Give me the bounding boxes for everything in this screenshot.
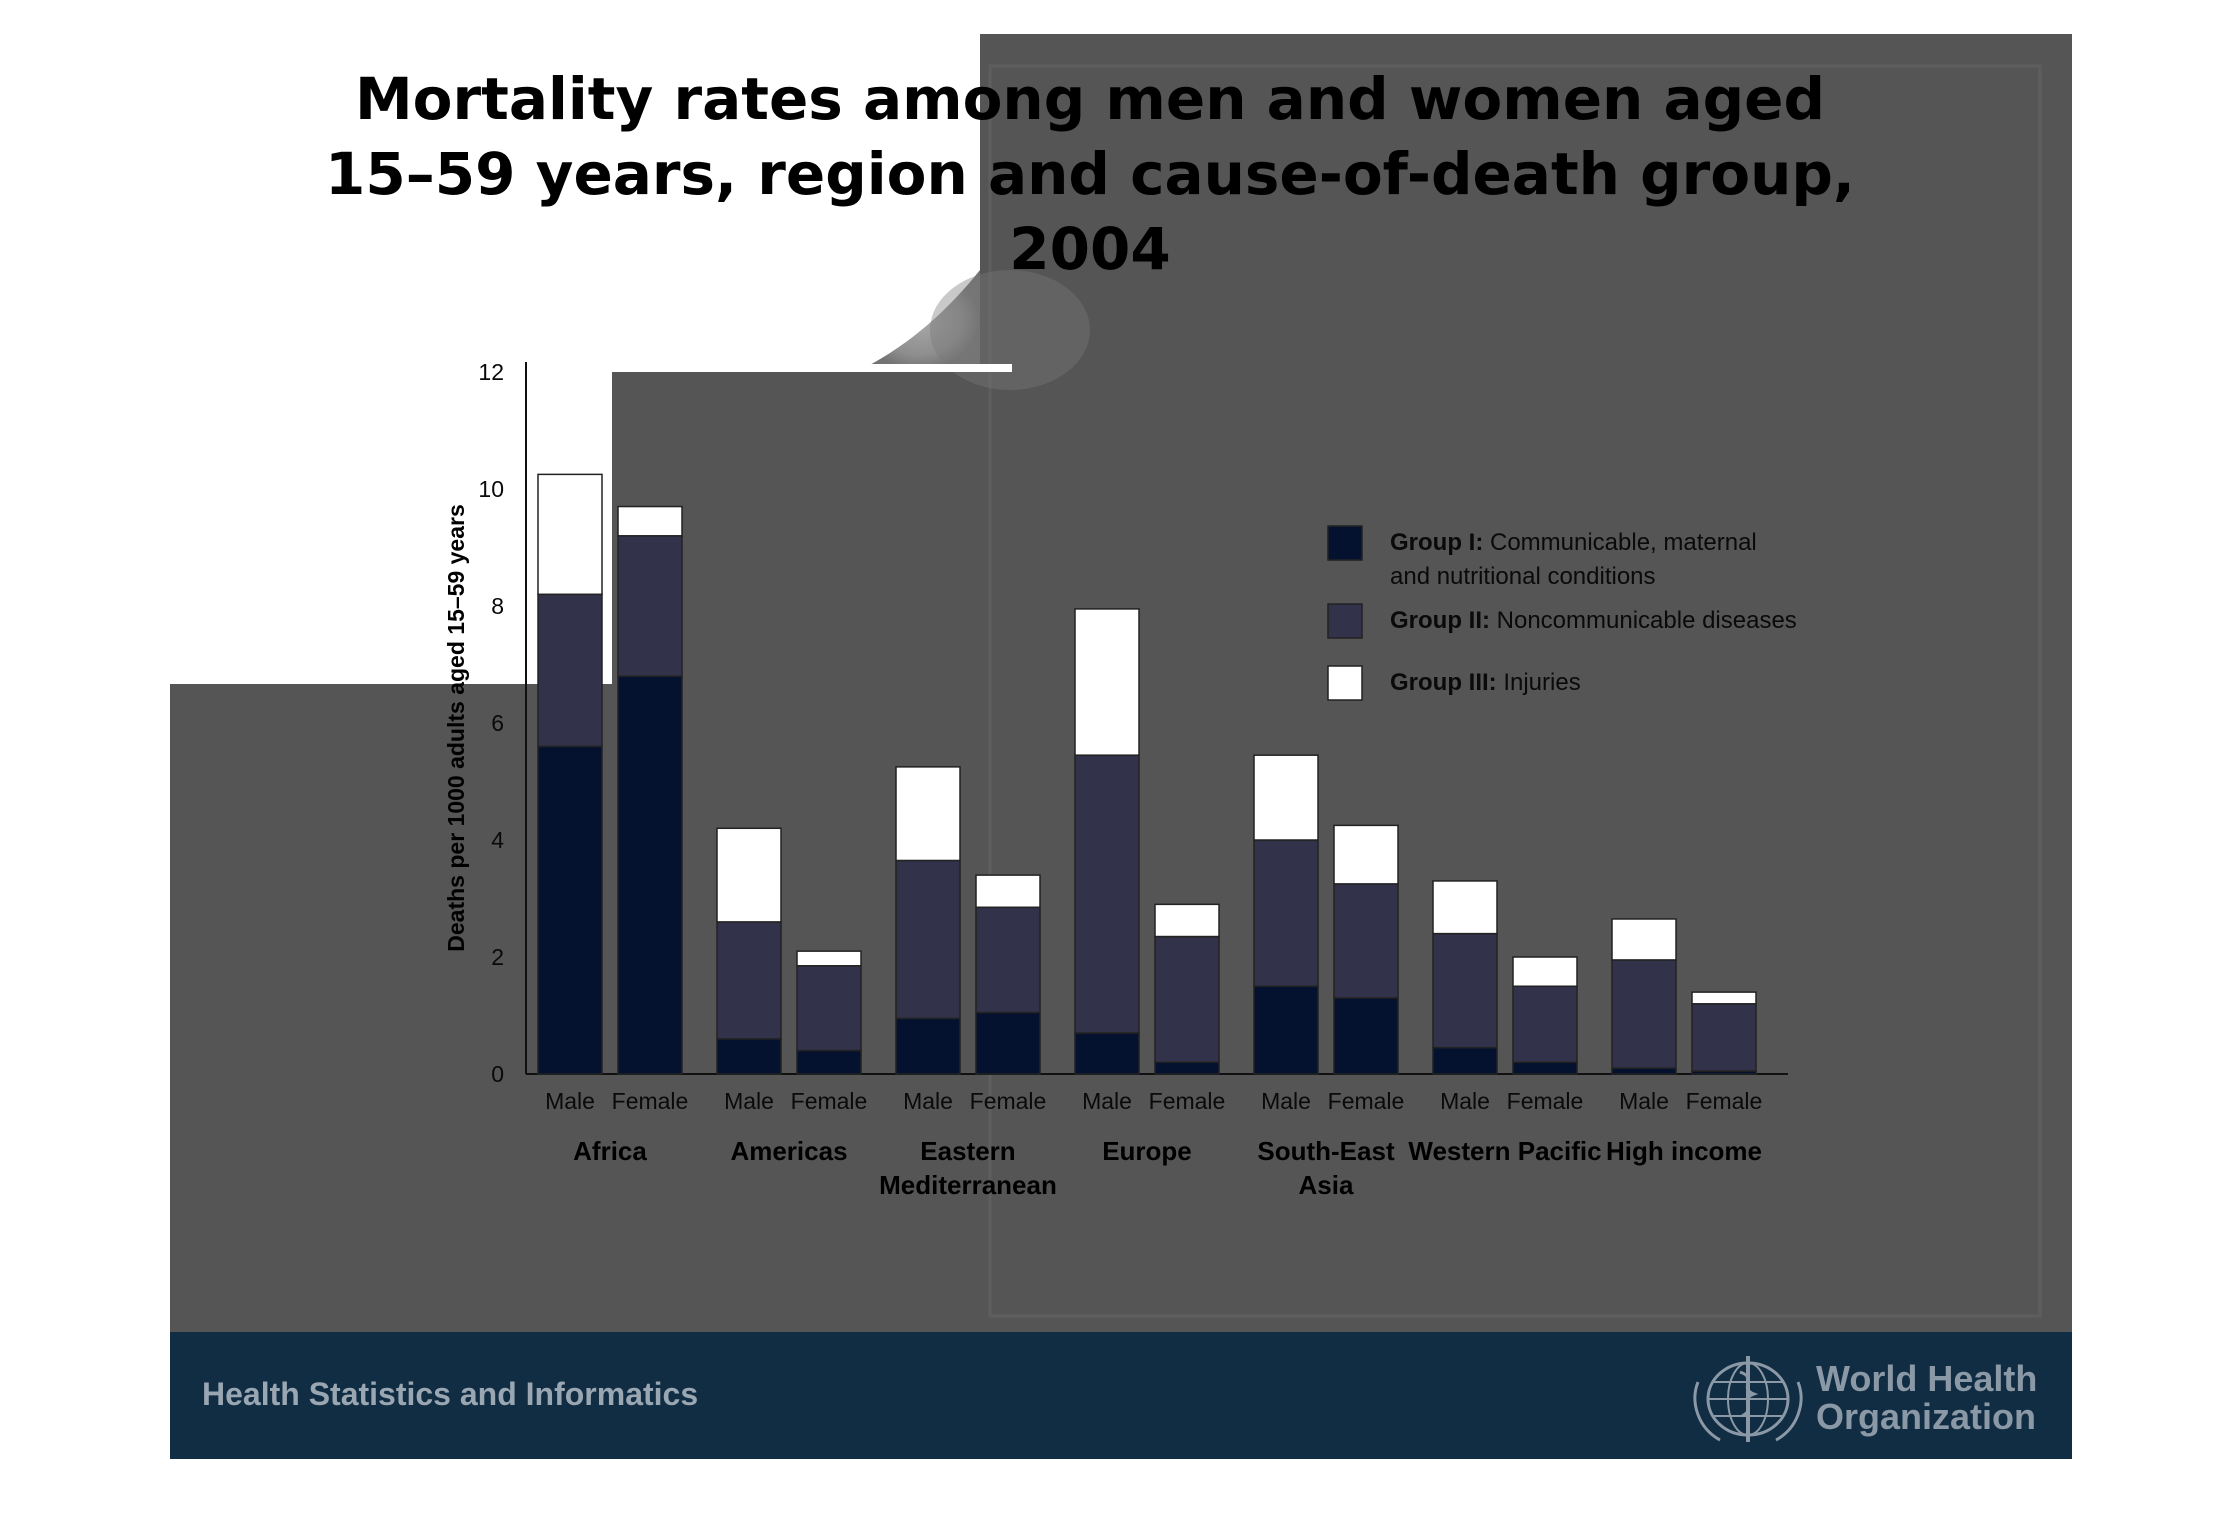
title-line-3: 2004 xyxy=(1009,215,1171,283)
sex-label: Female xyxy=(1686,1088,1763,1114)
chart-bars xyxy=(537,473,1757,1075)
bar-segment xyxy=(716,1038,782,1075)
region-label: High income xyxy=(1606,1136,1762,1166)
who-wordmark-line-2: Organization xyxy=(1816,1396,2037,1437)
bar-segment xyxy=(796,965,862,1052)
bar-segment xyxy=(1432,880,1498,935)
bar-segment xyxy=(617,505,683,537)
bar-segment xyxy=(1691,991,1757,1005)
bar-segment xyxy=(796,950,862,967)
y-tick-label: 10 xyxy=(478,476,504,502)
chart-labels: Male Female Africa Male Female Americas Male Fe… xyxy=(545,1088,1762,1200)
sex-label: Female xyxy=(1507,1088,1584,1114)
globe-watermark xyxy=(860,270,980,370)
bar-segment xyxy=(1154,1061,1220,1075)
bar-segment xyxy=(537,473,603,596)
sex-label: Female xyxy=(970,1088,1047,1114)
who-wordmark-line-1: World Health xyxy=(1816,1358,2038,1399)
bar-segment xyxy=(537,745,603,1075)
legend-label: Group I: Communicable, maternal xyxy=(1390,529,1757,556)
sex-label: Female xyxy=(1149,1088,1226,1114)
sex-label: Male xyxy=(1082,1088,1132,1114)
bar-segment xyxy=(1074,1032,1140,1075)
bar-segment xyxy=(1611,1067,1677,1075)
y-tick-label: 2 xyxy=(491,944,504,970)
bar-segment xyxy=(895,1017,961,1075)
bar-segment xyxy=(895,859,961,1020)
sex-label: Female xyxy=(791,1088,868,1114)
globe-watermark-glow xyxy=(930,270,1090,390)
bar-segment xyxy=(1333,824,1399,885)
bar-segment xyxy=(975,1011,1041,1075)
region-label: Eastern xyxy=(920,1136,1015,1166)
bar-segment xyxy=(1253,754,1319,841)
legend-swatch xyxy=(1327,603,1363,639)
title-line-1: Mortality rates among men and women aged xyxy=(354,65,1826,133)
region-label: Asia xyxy=(1299,1170,1354,1200)
bar-segment xyxy=(1074,754,1140,1034)
legend-swatch xyxy=(1327,525,1363,561)
sex-label: Male xyxy=(1440,1088,1490,1114)
footer-bar: Health Statistics and Informatics World … xyxy=(170,1332,2072,1459)
region-label: Africa xyxy=(573,1136,647,1166)
bar-segment xyxy=(1512,956,1578,987)
sex-label: Male xyxy=(903,1088,953,1114)
bar-segment xyxy=(1512,985,1578,1064)
chart-legend: Group I: Communicable, maternal and nutri… xyxy=(1327,525,1797,701)
footer-text: Health Statistics and Informatics xyxy=(202,1376,699,1412)
panel-notch xyxy=(612,364,1012,372)
bar-segment xyxy=(1512,1061,1578,1075)
bar-segment xyxy=(1074,608,1140,756)
sex-label: Male xyxy=(1619,1088,1669,1114)
region-label: Mediterranean xyxy=(879,1170,1057,1200)
region-label: Europe xyxy=(1102,1136,1192,1166)
bar-segment xyxy=(617,675,683,1075)
y-tick-label: 4 xyxy=(491,827,504,853)
region-label: South-East xyxy=(1257,1136,1395,1166)
bar-segment xyxy=(617,535,683,677)
sex-label: Male xyxy=(1261,1088,1311,1114)
y-tick-label: 0 xyxy=(491,1061,504,1087)
bar-segment xyxy=(1253,839,1319,987)
bar-segment xyxy=(1691,1003,1757,1072)
y-tick-label: 6 xyxy=(491,710,504,736)
bar-segment xyxy=(1333,997,1399,1075)
bar-segment xyxy=(716,921,782,1040)
bar-segment xyxy=(1253,985,1319,1075)
legend-label: Group III: Injuries xyxy=(1390,669,1581,696)
slide-title: Mortality rates among men and women aged… xyxy=(250,62,1930,287)
bar-segment xyxy=(796,1049,862,1075)
bar-segment xyxy=(537,593,603,748)
y-tick-label: 12 xyxy=(478,359,504,385)
bar-segment xyxy=(975,874,1041,909)
sex-label: Female xyxy=(1328,1088,1405,1114)
bar-segment xyxy=(1432,932,1498,1049)
bar-segment xyxy=(1333,883,1399,999)
bar-segment xyxy=(1611,918,1677,961)
sex-label: Male xyxy=(545,1088,595,1114)
bar-segment xyxy=(975,906,1041,1014)
sex-label: Female xyxy=(612,1088,689,1114)
bar-segment xyxy=(895,766,961,862)
y-tick-label: 8 xyxy=(491,593,504,619)
legend-label: Group II: Noncommunicable diseases xyxy=(1390,607,1797,634)
who-emblem-icon xyxy=(1693,1356,1803,1442)
bar-segment xyxy=(716,827,782,923)
sex-label: Male xyxy=(724,1088,774,1114)
title-line-2: 15–59 years, region and cause-of-death g… xyxy=(325,140,1855,208)
panel-inner-frame xyxy=(988,64,2042,1318)
bar-segment xyxy=(1611,959,1677,1069)
region-label: Western Pacific xyxy=(1408,1136,1601,1166)
bar-segment xyxy=(1432,1046,1498,1075)
y-axis-label: Deaths per 1000 adults aged 15–59 years xyxy=(443,504,469,951)
legend-swatch xyxy=(1327,665,1363,701)
region-label: Americas xyxy=(730,1136,847,1166)
bar-segment xyxy=(1154,903,1220,938)
legend-label: and nutritional conditions xyxy=(1390,563,1656,590)
bar-segment xyxy=(1154,935,1220,1064)
who-wordmark: World Health Organization xyxy=(1816,1360,2037,1436)
